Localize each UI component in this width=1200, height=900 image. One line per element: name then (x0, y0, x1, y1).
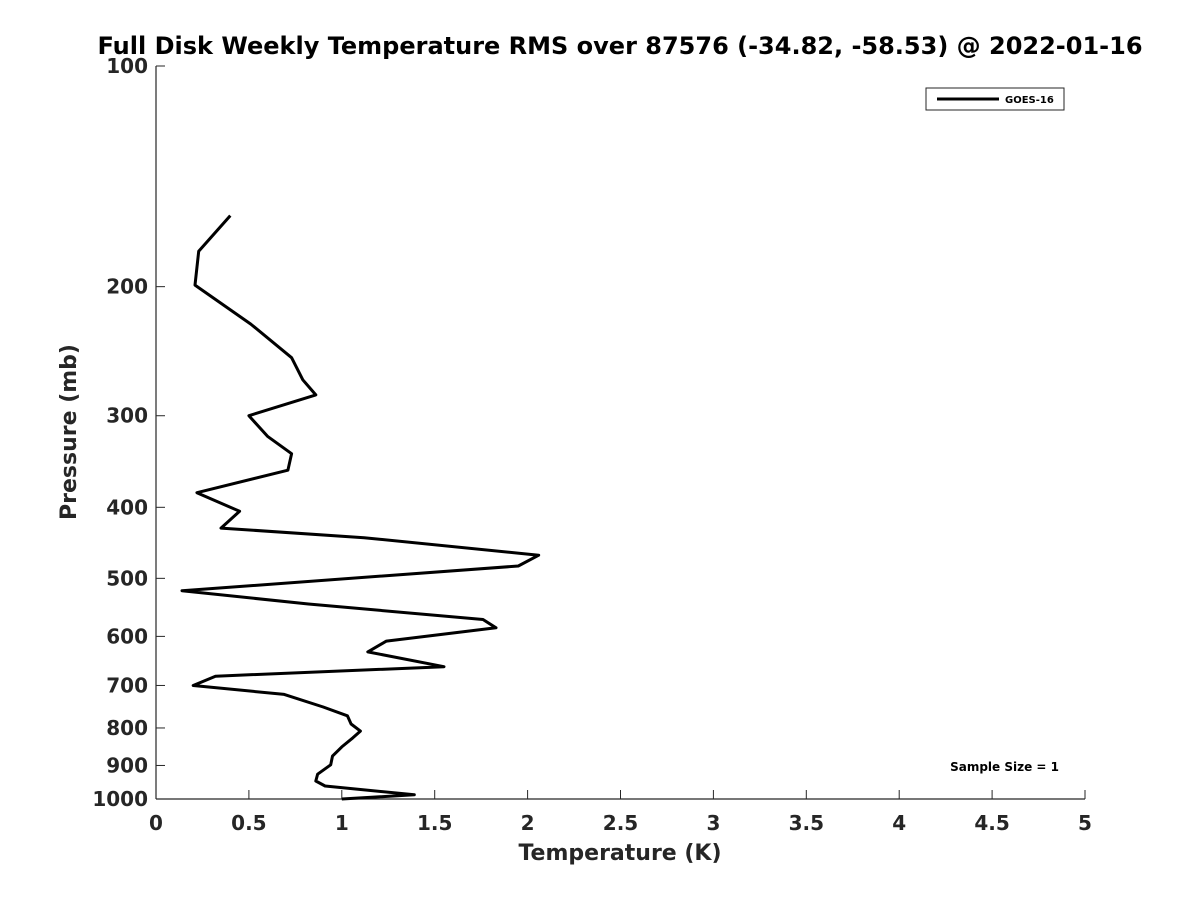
x-tick-label: 0 (149, 811, 163, 835)
y-tick-label: 700 (106, 673, 148, 697)
x-tick-label: 2 (521, 811, 535, 835)
x-axis-ticks: 0 0.5 1 1.5 2 2.5 3 3.5 4 4.5 5 (149, 790, 1092, 835)
x-tick-label: 4 (892, 811, 906, 835)
plot-area (155, 66, 1085, 800)
x-tick-label: 5 (1078, 811, 1092, 835)
y-axis-ticks: 100 200 300 400 500 600 700 800 900 1000 (92, 54, 165, 811)
x-tick-label: 4.5 (974, 811, 1009, 835)
y-tick-label: 200 (106, 275, 148, 299)
x-tick-label: 1.5 (417, 811, 452, 835)
series-line-goes-16 (180, 214, 541, 801)
y-axis-label: Pressure (mb) (57, 344, 82, 520)
legend: GOES-16 (925, 87, 1065, 111)
x-tick-label: 3 (706, 811, 720, 835)
legend-label-goes-16: GOES-16 (1005, 95, 1054, 106)
y-tick-label: 900 (106, 753, 148, 777)
y-tick-label: 100 (106, 54, 148, 78)
y-tick-label: 400 (106, 495, 148, 519)
x-tick-label: 0.5 (231, 811, 266, 835)
y-tick-label: 600 (106, 624, 148, 648)
x-axis-label: Temperature (K) (518, 841, 721, 866)
y-tick-label: 1000 (92, 787, 148, 811)
x-tick-label: 1 (335, 811, 349, 835)
y-tick-label: 500 (106, 566, 148, 590)
chart-title: Full Disk Weekly Temperature RMS over 87… (97, 32, 1142, 60)
sample-size-annotation: Sample Size = 1 (950, 760, 1059, 774)
x-tick-label: 3.5 (789, 811, 824, 835)
y-tick-label: 800 (106, 716, 148, 740)
x-tick-label: 2.5 (603, 811, 638, 835)
series-layer (180, 214, 541, 801)
y-tick-label: 300 (106, 404, 148, 428)
